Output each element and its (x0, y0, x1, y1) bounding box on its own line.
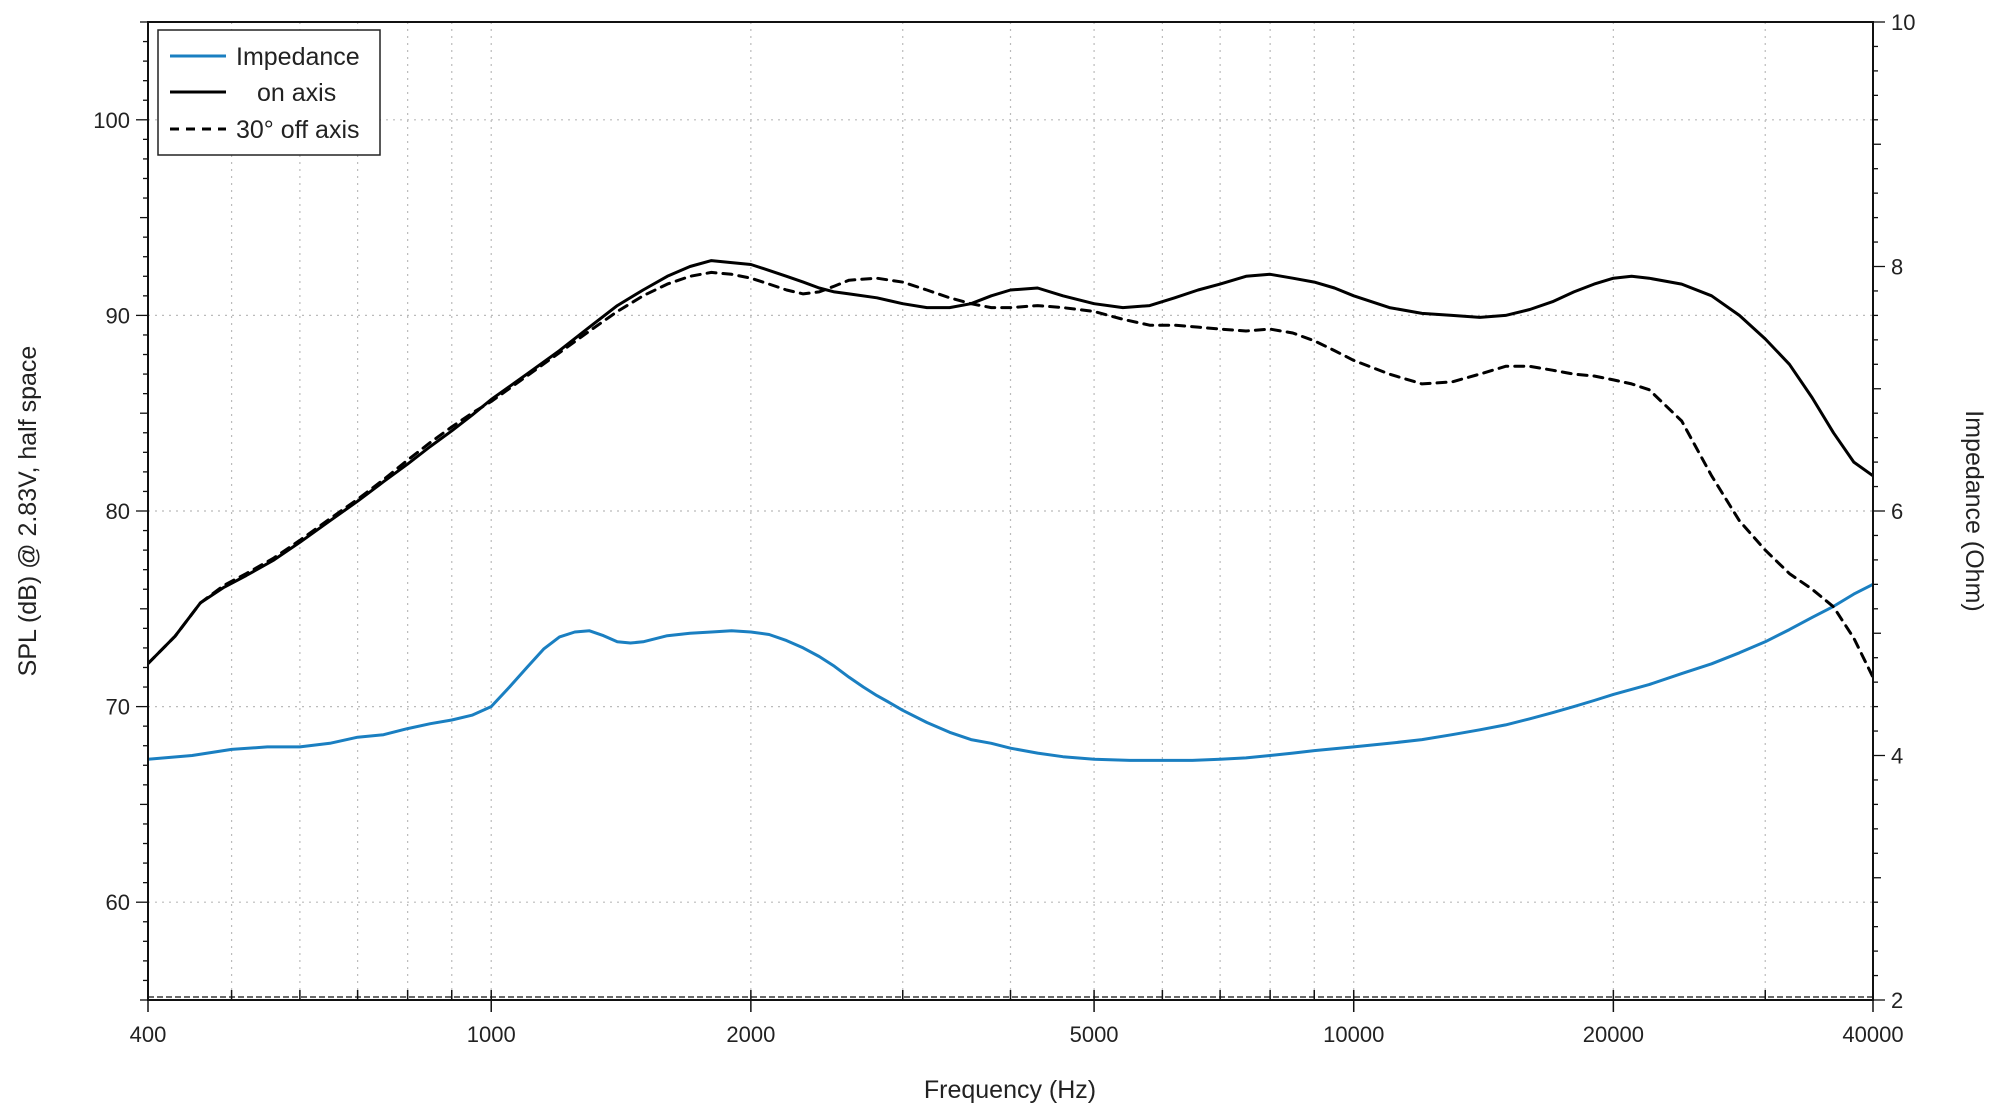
legend: Impedance on axis 30° off axis (157, 29, 381, 156)
y-tick-label: 60 (106, 890, 130, 915)
axes: 400 1000 2000 5000 10000 20000 40000 60 70 80 90 10… (93, 10, 1915, 1047)
y-tick-label: 100 (93, 108, 130, 133)
legend-label-impedance: Impedance (236, 43, 360, 71)
series-layer (148, 259, 1873, 762)
y-tick-label: 90 (106, 303, 130, 328)
legend-label-on-axis: on axis (257, 79, 336, 107)
y2-tick-label: 6 (1891, 499, 1903, 524)
x-tick-label: 10000 (1323, 1022, 1384, 1047)
y-tick-label: 80 (106, 499, 130, 524)
impedance-line (148, 582, 1873, 762)
y2-tick-label: 2 (1891, 988, 1903, 1013)
on-axis-line (148, 259, 1873, 666)
y2-tick-label: 4 (1891, 744, 1903, 769)
y-tick-label: 70 (106, 695, 130, 720)
x-tick-label: 40000 (1842, 1022, 1903, 1047)
x-tick-label: 400 (130, 1022, 167, 1047)
x-tick-label: 20000 (1583, 1022, 1644, 1047)
x-axis-title: Frequency (Hz) (924, 1076, 1096, 1104)
x-tick-label: 1000 (467, 1022, 516, 1047)
y-axis-title: SPL (dB) @ 2.83V, half space (14, 346, 42, 677)
y2-axis-title: Impedance (Ohm) (1960, 410, 1988, 611)
grid-lines (148, 22, 1873, 1000)
y2-tick-label: 10 (1891, 10, 1915, 35)
off-axis-line (148, 270, 1873, 679)
x-tick-label: 2000 (726, 1022, 775, 1047)
legend-label-off-axis: 30° off axis (236, 116, 360, 144)
x-tick-label: 5000 (1070, 1022, 1119, 1047)
y2-tick-label: 8 (1891, 255, 1903, 280)
